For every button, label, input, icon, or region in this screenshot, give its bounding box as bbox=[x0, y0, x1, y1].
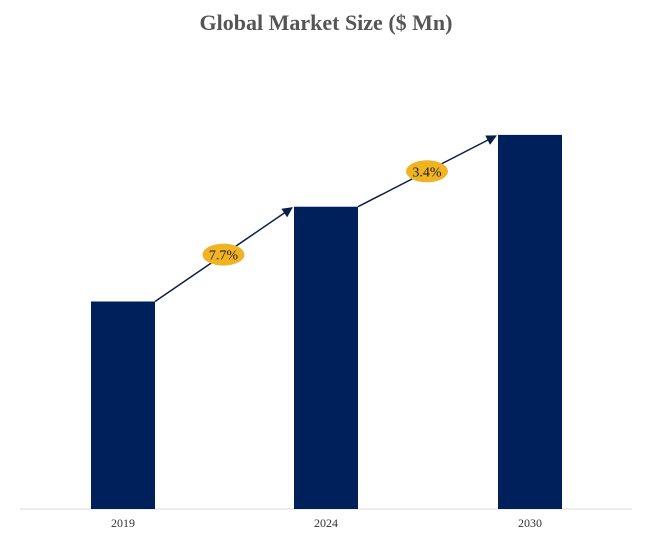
bar-2024 bbox=[294, 206, 358, 509]
x-tick-label-2030: 2030 bbox=[518, 516, 542, 530]
bar-2030 bbox=[498, 134, 562, 509]
growth-label-2: 3.4% bbox=[412, 165, 442, 180]
x-tick-label-2019: 2019 bbox=[111, 516, 135, 530]
growth-badge-2 bbox=[406, 160, 448, 183]
growth-label-1: 7.7% bbox=[209, 249, 239, 264]
x-tick-label-2024: 2024 bbox=[314, 516, 338, 530]
growth-badge-1 bbox=[202, 243, 245, 266]
chart-title: Global Market Size ($ Mn) bbox=[199, 10, 453, 35]
bar-2019 bbox=[91, 301, 155, 509]
